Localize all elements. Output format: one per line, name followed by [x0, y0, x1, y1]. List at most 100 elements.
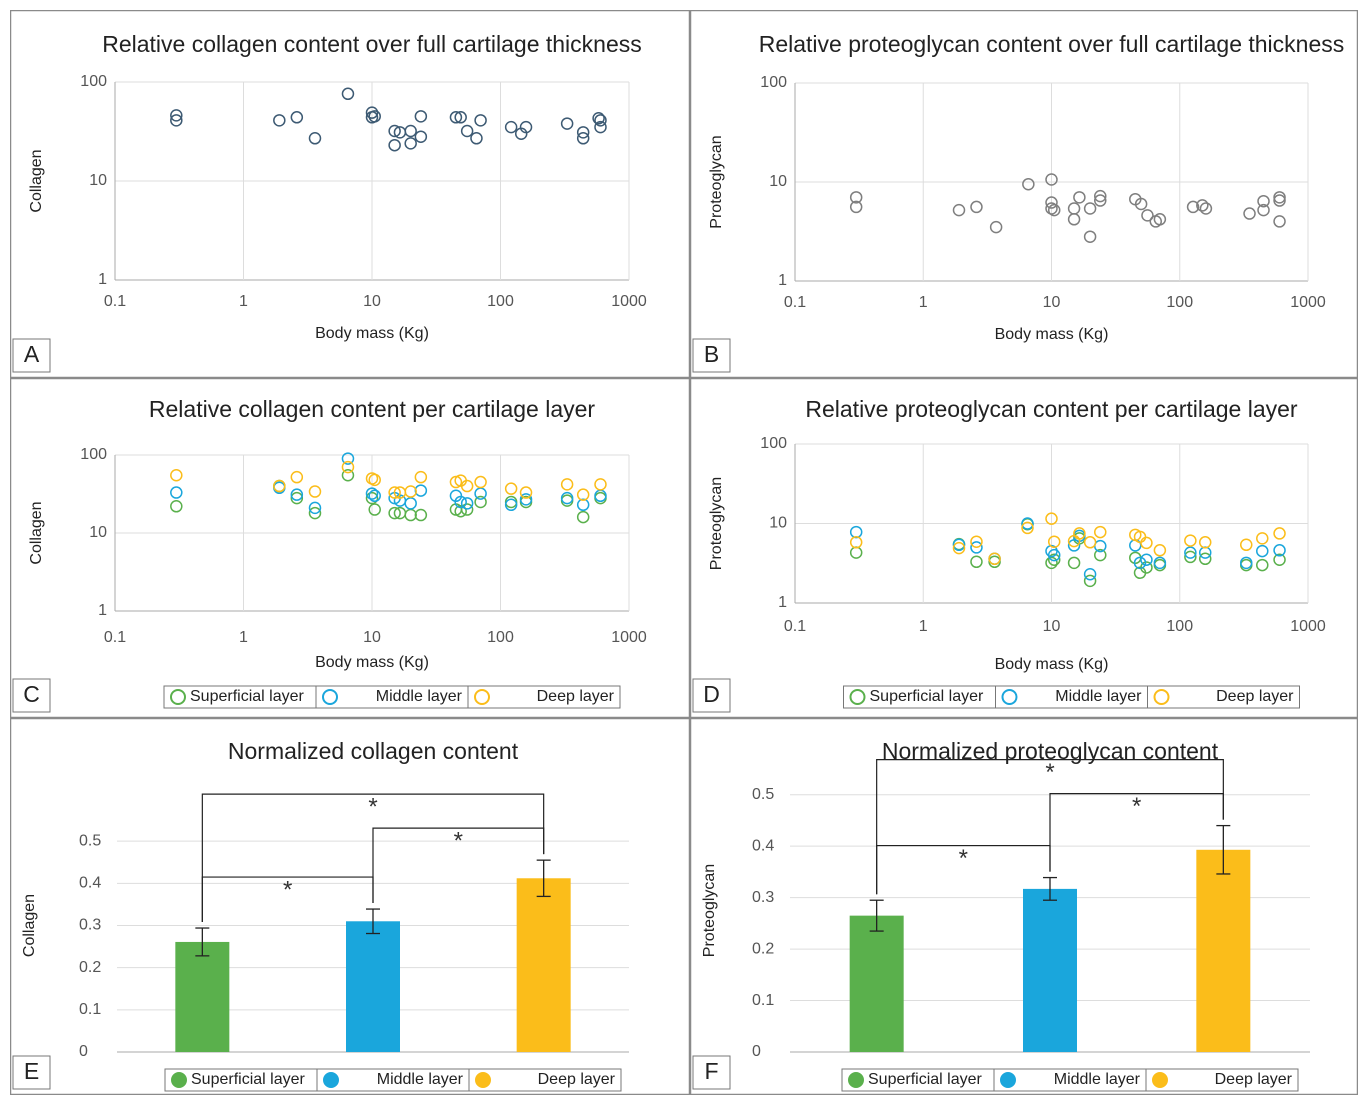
scatter-point — [952, 538, 966, 552]
chart-panel: Relative proteoglycan content per cartil… — [690, 378, 1358, 718]
legend-label: Middle layer — [376, 688, 463, 705]
scatter-point — [388, 486, 401, 499]
significance-bracket — [201, 793, 545, 923]
x-tick-label: 100 — [487, 293, 514, 310]
scatter-point — [1198, 536, 1212, 549]
y-tick-label: 0.1 — [79, 1001, 101, 1018]
panel-label: D — [703, 681, 720, 707]
scatter-point — [504, 498, 518, 512]
scatter-point — [404, 497, 417, 510]
scatter-point — [1134, 197, 1148, 211]
scatter-point — [341, 452, 355, 465]
scatter-point — [576, 488, 590, 501]
y-tick-label: 1 — [98, 271, 107, 288]
scatter-point — [414, 508, 428, 522]
panel-border — [10, 10, 690, 378]
scatter-point — [560, 491, 574, 505]
chart-title: Normalized collagen content — [228, 738, 519, 764]
scatter-point — [1067, 539, 1081, 552]
scatter-point — [460, 503, 474, 516]
scatter-point — [1094, 525, 1107, 539]
significance-label: * — [454, 827, 463, 854]
scatter-point — [414, 484, 428, 497]
scatter-point — [474, 487, 487, 500]
y-tick-label: 10 — [769, 173, 787, 190]
scatter-point — [1199, 202, 1213, 215]
legend-label: Superficial layer — [191, 1071, 306, 1088]
scatter-point — [460, 124, 474, 138]
scatter-point — [365, 106, 379, 119]
scatter-point — [341, 460, 355, 474]
scatter-point — [849, 191, 863, 204]
x-tick-label: 1000 — [1290, 294, 1326, 311]
significance-label: * — [959, 845, 968, 872]
scatter-point — [1045, 196, 1058, 209]
error-bar — [1043, 876, 1057, 901]
scatter-point — [460, 497, 474, 510]
scatter-point — [1083, 230, 1097, 243]
scatter-point — [1196, 199, 1209, 212]
legend-label: Deep layer — [537, 688, 615, 705]
significance-label: * — [368, 793, 377, 820]
scatter-point — [1186, 200, 1200, 214]
y-tick-label: 0.4 — [79, 875, 101, 892]
scatter-point — [404, 508, 417, 522]
y-axis-label: Collagen — [28, 501, 45, 564]
scatter-point — [1140, 553, 1153, 566]
legend-marker — [474, 689, 490, 705]
y-tick-label: 1 — [778, 594, 787, 611]
legend-label: Superficial layer — [190, 688, 305, 705]
chart-panel: Normalized proteoglycan contentProteogly… — [690, 718, 1358, 1095]
y-tick-label: 0.4 — [752, 837, 774, 854]
scatter-point — [1045, 556, 1058, 570]
x-tick-label: 100 — [1166, 618, 1193, 635]
x-tick-label: 1 — [239, 629, 248, 646]
scatter-point — [1140, 561, 1153, 574]
bar — [849, 915, 904, 1052]
scatter-point — [560, 117, 574, 130]
y-tick-label: 100 — [760, 74, 787, 91]
legend-label: Deep layer — [1215, 1071, 1293, 1088]
scatter-point — [560, 494, 574, 507]
scatter-point — [1021, 521, 1034, 535]
scatter-point — [988, 552, 1001, 566]
x-tick-label: 0.1 — [784, 294, 806, 311]
scatter-point — [1153, 544, 1167, 557]
scatter-point — [1239, 556, 1253, 570]
scatter-point — [404, 485, 417, 498]
scatter-point — [1083, 574, 1097, 588]
x-tick-label: 0.1 — [784, 618, 806, 635]
scatter-point — [1273, 527, 1286, 540]
scatter-point — [1047, 203, 1061, 217]
scatter-point — [1067, 213, 1081, 226]
scatter-point — [1198, 552, 1212, 566]
scatter-point — [849, 546, 863, 559]
scatter-point — [273, 479, 286, 493]
scatter-point — [1184, 546, 1197, 559]
scatter-point — [592, 112, 605, 125]
scatter-point — [1083, 567, 1097, 581]
legend-label: Deep layer — [1216, 688, 1294, 705]
scatter-point — [308, 501, 322, 515]
scatter-point — [170, 469, 183, 482]
scatter-point — [1083, 536, 1097, 549]
scatter-point — [576, 510, 590, 524]
scatter-point — [449, 111, 463, 124]
legend-marker — [323, 1072, 339, 1088]
y-axis-label: Collagen — [21, 894, 38, 957]
scatter-point — [460, 479, 474, 493]
chart-panel: Relative proteoglycan content over full … — [690, 10, 1358, 378]
significance-label: * — [1132, 793, 1141, 820]
y-tick-label: 100 — [80, 446, 107, 463]
scatter-point — [404, 137, 417, 150]
scatter-point — [388, 124, 401, 138]
scatter-point — [368, 473, 381, 487]
scatter-point — [341, 87, 355, 101]
chart-title: Relative collagen content over full cart… — [102, 31, 642, 57]
error-bar — [366, 908, 380, 935]
chart-panel: Relative collagen content per cartilage … — [10, 378, 690, 718]
significance-label: * — [283, 876, 292, 903]
scatter-point — [290, 491, 304, 505]
bar — [1196, 849, 1251, 1052]
scatter-point — [1153, 556, 1167, 570]
